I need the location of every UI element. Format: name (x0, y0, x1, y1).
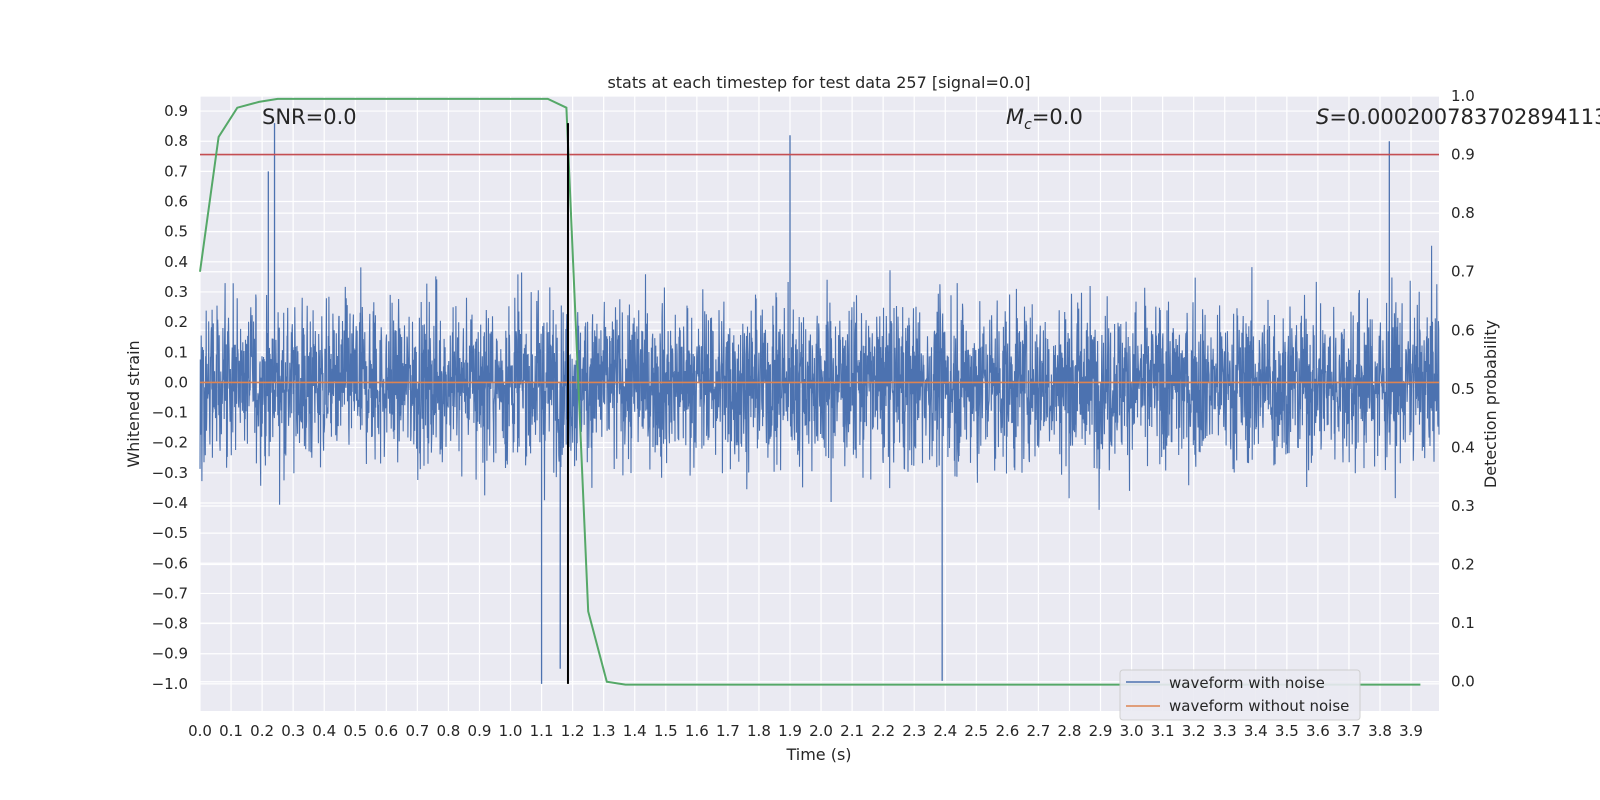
y2-axis-label: Detection probability (1481, 320, 1500, 488)
y2-tick-label: 0.0 (1451, 673, 1475, 691)
x-tick-label: 1.1 (530, 722, 554, 740)
y2-tick-label: 0.4 (1451, 438, 1475, 456)
x-tick-label: 1.3 (592, 722, 616, 740)
y-tick-label: −0.9 (152, 645, 188, 663)
s-symbol: S (1316, 105, 1329, 129)
y-axis-label: Whitened strain (124, 340, 143, 467)
x-tick-label: 0.6 (374, 722, 398, 740)
y-tick-label: −0.3 (152, 464, 188, 482)
legend: waveform with noise waveform without noi… (1119, 669, 1361, 721)
x-tick-label: 0.1 (219, 722, 243, 740)
x-tick-label: 2.7 (1026, 722, 1050, 740)
x-tick-label: 1.9 (778, 722, 802, 740)
x-tick-label: 3.7 (1337, 722, 1361, 740)
snr-annotation: SNR=0.0 (262, 105, 357, 129)
x-tick-label: 0.5 (343, 722, 367, 740)
y-tick-label: −0.7 (152, 584, 188, 602)
y-tick-label: −0.1 (152, 404, 188, 422)
mc-symbol: M (1006, 105, 1024, 129)
y-tick-label: 0.0 (164, 373, 188, 391)
x-tick-label: 0.9 (468, 722, 492, 740)
legend-label-clean: waveform without noise (1169, 697, 1349, 715)
y2-tick-label: 0.8 (1451, 204, 1475, 222)
y-tick-label: 0.4 (164, 253, 188, 271)
y2-tick-label: 0.6 (1451, 321, 1475, 339)
waveform-with-noise (199, 123, 1440, 684)
x-axis-ticks: 0.0 0.1 0.2 0.3 0.4 0.5 0.6 0.7 0.8 0.9 1.0 1.1 1.2 1… (188, 722, 1423, 740)
y-tick-label: 0.2 (164, 313, 188, 331)
x-tick-label: 3.8 (1368, 722, 1392, 740)
mc-annotation: Mc=0.0 (1006, 105, 1083, 133)
x-tick-label: 2.5 (964, 722, 988, 740)
x-axis-label: Time (s) (785, 745, 851, 764)
x-tick-label: 3.5 (1275, 722, 1299, 740)
x-tick-label: 2.3 (902, 722, 926, 740)
y-tick-label: 0.5 (164, 223, 188, 241)
y-tick-label: 0.7 (164, 162, 188, 180)
legend-label-noise: waveform with noise (1169, 674, 1325, 692)
s-value: =0.00020078370289411318 (1329, 105, 1600, 129)
y-tick-label: −0.8 (152, 615, 188, 633)
y2-tick-label: 0.2 (1451, 556, 1475, 574)
x-tick-label: 0.0 (188, 722, 212, 740)
s-annotation: S=0.00020078370289411318 (1316, 105, 1600, 129)
y2-tick-label: 0.5 (1451, 380, 1475, 398)
y-tick-label: −1.0 (152, 675, 188, 693)
x-tick-label: 1.8 (747, 722, 771, 740)
detection-probability-line (199, 97, 1421, 686)
y-tick-label: 0.6 (164, 193, 188, 211)
x-tick-label: 3.6 (1306, 722, 1330, 740)
x-tick-label: 2.8 (1058, 722, 1082, 740)
y2-tick-label: 0.1 (1451, 614, 1475, 632)
y-tick-label: −0.5 (152, 524, 188, 542)
y-tick-label: 0.9 (164, 102, 188, 120)
x-tick-label: 1.7 (716, 722, 740, 740)
x-tick-label: 3.9 (1399, 722, 1423, 740)
x-tick-label: 3.4 (1244, 722, 1268, 740)
y2-tick-label: 0.7 (1451, 263, 1475, 281)
legend-box (1119, 669, 1361, 721)
x-tick-label: 2.1 (840, 722, 864, 740)
x-tick-label: 0.7 (405, 722, 429, 740)
y-tick-label: 0.8 (164, 132, 188, 150)
x-tick-label: 1.2 (561, 722, 585, 740)
y-axis-ticks: 0.9 0.8 0.7 0.6 0.5 0.4 0.3 0.2 0.1 0.0 −0.1 −0.2 −0… (152, 102, 188, 693)
x-tick-label: 1.6 (685, 722, 709, 740)
chart-title: stats at each timestep for test data 257… (607, 73, 1030, 92)
x-tick-label: 0.2 (250, 722, 274, 740)
x-tick-label: 3.3 (1213, 722, 1237, 740)
x-tick-label: 0.8 (436, 722, 460, 740)
x-tick-label: 2.6 (995, 722, 1019, 740)
x-tick-label: 0.4 (312, 722, 336, 740)
y-tick-label: −0.2 (152, 434, 188, 452)
y2-tick-label: 1.0 (1451, 87, 1475, 105)
x-tick-label: 1.4 (623, 722, 647, 740)
waveform-with-noise-line (199, 245, 1440, 510)
x-tick-label: 1.5 (654, 722, 678, 740)
y-tick-label: 0.1 (164, 343, 188, 361)
y2-tick-label: 0.3 (1451, 497, 1475, 515)
x-tick-label: 2.9 (1089, 722, 1113, 740)
x-tick-label: 3.1 (1151, 722, 1175, 740)
y-tick-label: −0.6 (152, 554, 188, 572)
x-tick-label: 2.2 (871, 722, 895, 740)
x-tick-label: 3.0 (1120, 722, 1144, 740)
y-tick-label: −0.4 (152, 494, 188, 512)
x-tick-label: 2.4 (933, 722, 957, 740)
series-layer (199, 97, 1439, 686)
y2-axis-ticks: 1.0 0.9 0.8 0.7 0.6 0.5 0.4 0.3 0.2 0.1 0.0 (1451, 87, 1475, 691)
mc-subscript: c (1024, 117, 1032, 133)
y2-tick-label: 0.9 (1451, 146, 1475, 164)
x-tick-label: 2.0 (809, 722, 833, 740)
x-tick-label: 0.3 (281, 722, 305, 740)
mc-value: =0.0 (1032, 105, 1083, 129)
x-tick-label: 1.0 (499, 722, 523, 740)
y-tick-label: 0.3 (164, 283, 188, 301)
x-tick-label: 3.2 (1182, 722, 1206, 740)
